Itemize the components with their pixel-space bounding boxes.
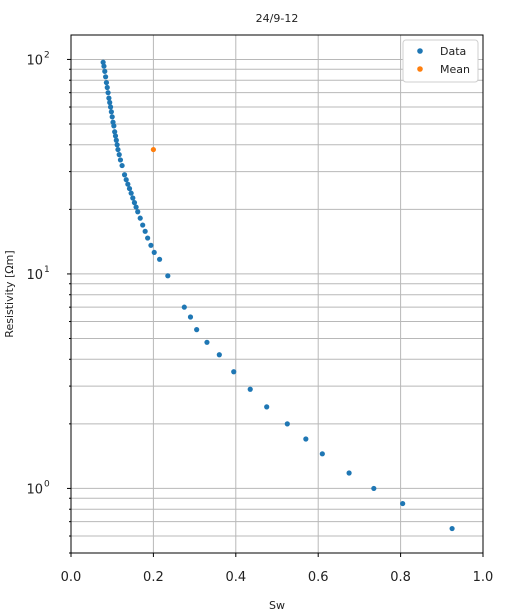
point-data bbox=[148, 242, 154, 248]
y-tick-base: 10 bbox=[26, 268, 43, 283]
point-data bbox=[123, 177, 129, 183]
point-data bbox=[194, 327, 200, 333]
point-data bbox=[145, 235, 151, 241]
point-data bbox=[126, 185, 133, 192]
x-tick-label: 0.8 bbox=[390, 570, 411, 585]
point-data bbox=[103, 74, 109, 80]
point-data bbox=[204, 339, 210, 345]
point-data bbox=[114, 142, 120, 148]
point-data bbox=[137, 215, 143, 221]
legend-marker-mean bbox=[417, 66, 423, 72]
y-tick-exponent: 2 bbox=[44, 50, 50, 60]
x-tick-label: 0.2 bbox=[143, 570, 164, 585]
point-data bbox=[216, 352, 222, 358]
point-data bbox=[140, 222, 146, 228]
legend-marker-data bbox=[417, 48, 423, 54]
point-data bbox=[112, 133, 119, 139]
chart-title: 24/9-12 bbox=[256, 12, 299, 25]
point-data bbox=[125, 181, 131, 187]
legend-label-data: Data bbox=[440, 45, 466, 58]
y-tick-base: 10 bbox=[26, 53, 43, 68]
point-data bbox=[117, 157, 124, 163]
y-axis-label: Resistivity [Ωm] bbox=[3, 250, 16, 337]
data-points bbox=[100, 59, 455, 532]
point-data bbox=[142, 228, 148, 234]
point-data bbox=[133, 204, 139, 210]
x-axis-label: Sw bbox=[269, 599, 285, 612]
y-tick-exponent: 0 bbox=[44, 479, 50, 489]
plot-frame bbox=[70, 34, 484, 554]
x-tick-label: 0.4 bbox=[225, 570, 246, 585]
point-data bbox=[181, 304, 187, 310]
x-tick-label: 0.0 bbox=[61, 570, 82, 585]
y-tick-label: 10 bbox=[26, 482, 43, 497]
legend-label-mean: Mean bbox=[440, 63, 470, 76]
point-data bbox=[231, 369, 237, 375]
point-data bbox=[116, 152, 122, 158]
point-data bbox=[130, 195, 136, 201]
point-data bbox=[131, 200, 138, 206]
y-tick-label: 10 bbox=[26, 53, 43, 68]
point-data bbox=[106, 95, 112, 101]
point-data bbox=[135, 209, 141, 215]
y-tick-exponent: 1 bbox=[44, 265, 50, 275]
point-data bbox=[128, 190, 134, 196]
y-tick-base: 10 bbox=[26, 482, 43, 497]
point-data bbox=[400, 500, 406, 507]
point-data bbox=[319, 451, 325, 457]
point-data bbox=[346, 470, 352, 476]
point-data bbox=[112, 129, 118, 135]
point-data bbox=[264, 404, 270, 410]
legend: Data Mean bbox=[402, 39, 479, 83]
x-tick-label: 1.0 bbox=[473, 570, 494, 585]
point-data bbox=[119, 162, 125, 169]
point-data bbox=[107, 99, 113, 106]
point-data bbox=[165, 273, 171, 279]
point-data bbox=[371, 485, 377, 492]
point-data bbox=[156, 256, 163, 262]
point-data bbox=[108, 109, 114, 115]
grid bbox=[70, 35, 484, 554]
point-data bbox=[449, 525, 455, 532]
y-tick-label: 10 bbox=[26, 268, 43, 283]
point-data bbox=[303, 436, 309, 442]
point-data bbox=[111, 123, 117, 129]
point-data bbox=[187, 314, 194, 320]
point-data bbox=[109, 114, 115, 120]
point-data bbox=[113, 137, 119, 143]
point-data bbox=[101, 63, 107, 69]
point-data bbox=[247, 386, 253, 392]
point-data bbox=[121, 172, 128, 178]
point-data bbox=[100, 59, 106, 65]
point-mean bbox=[150, 146, 156, 153]
point-data bbox=[104, 84, 110, 91]
point-data bbox=[103, 79, 110, 86]
point-data bbox=[107, 104, 114, 110]
point-data bbox=[284, 421, 290, 427]
point-data bbox=[105, 90, 111, 96]
point-data bbox=[151, 249, 157, 256]
point-data bbox=[115, 146, 121, 153]
point-data bbox=[102, 68, 108, 74]
x-tick-label: 0.6 bbox=[308, 570, 329, 585]
